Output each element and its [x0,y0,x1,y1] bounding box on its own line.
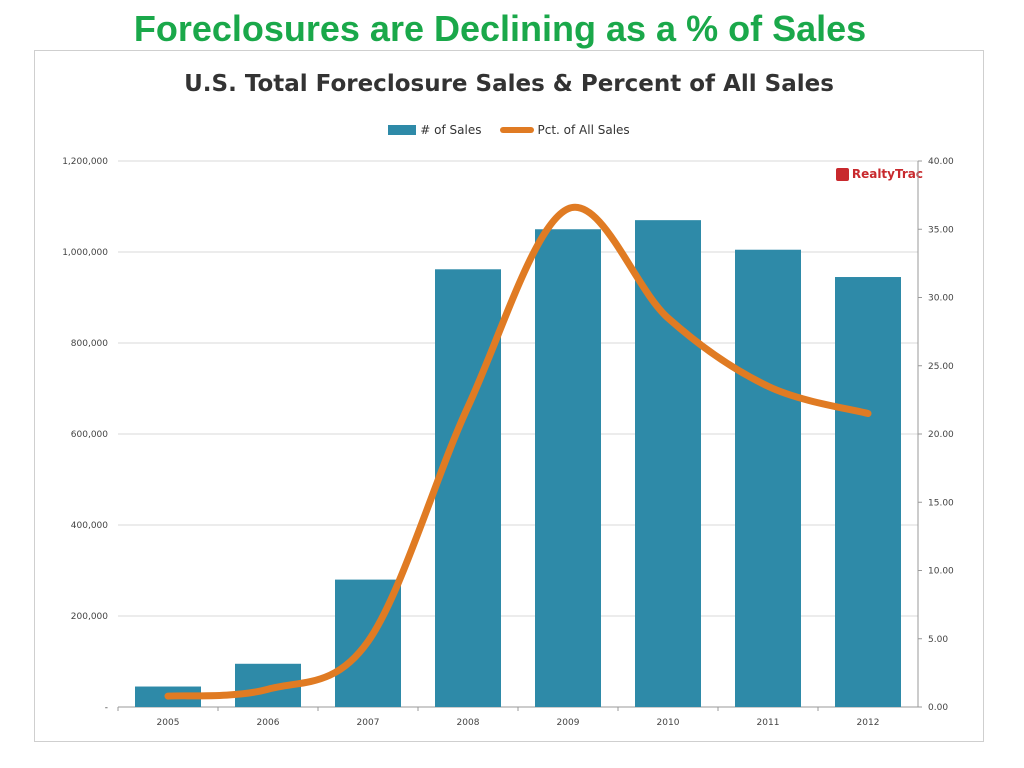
chart-frame: U.S. Total Foreclosure Sales & Percent o… [34,50,984,742]
x-tick-label: 2012 [857,718,880,728]
legend-item-sales: # of Sales [388,123,482,137]
y-right-tick-label: 25.00 [928,362,954,372]
bar [435,269,501,707]
chart-title: U.S. Total Foreclosure Sales & Percent o… [184,71,834,97]
slide-title: Foreclosures are Declining as a % of Sal… [133,8,867,49]
bar [535,229,601,707]
legend-label-pct: Pct. of All Sales [537,123,630,137]
y-left-tick-label: 1,200,000 [62,157,108,167]
y-right-tick-label: 40.00 [928,157,954,167]
y-right-tick-label: 0.00 [928,703,948,713]
y-right-tick-label: 10.00 [928,567,954,577]
x-tick-label: 2009 [557,718,580,728]
logo-text: RealtyTrac [851,167,923,181]
y-left-tick-label: 800,000 [71,339,108,349]
x-tick-label: 2011 [757,718,780,728]
x-tick-label: 2010 [657,718,680,728]
realtytrac-logo: RealtyTrac [835,167,923,181]
y-left-tick-label: 1,000,000 [62,248,108,258]
chart-legend: # of Sales Pct. of All Sales [35,123,983,137]
legend-label-sales: # of Sales [420,123,482,137]
house-icon [835,167,849,181]
y-left-tick-label: 200,000 [71,612,108,622]
pct-line [164,203,872,700]
legend-item-pct: Pct. of All Sales [499,123,630,137]
y-right-tick-label: 20.00 [928,430,954,440]
bar [835,277,901,707]
x-tick-label: 2006 [257,718,280,728]
y-right-tick-label: 30.00 [928,294,954,304]
y-right-tick-label: 5.00 [928,635,948,645]
legend-bar-swatch [388,125,417,135]
y-right-tick-label: 15.00 [928,498,954,508]
y-right-tick-label: 35.00 [928,225,954,235]
bar [735,249,801,707]
y-left-tick-label: 400,000 [71,521,108,531]
bar [635,220,701,707]
y-left-tick-label: 600,000 [71,430,108,440]
x-tick-label: 2005 [157,718,180,728]
chart-plot: - 200,000 400,000 600,000 800,000 1,000,000 1,… [62,157,954,728]
y-left-tick-label: - [105,703,108,713]
x-tick-label: 2008 [457,718,480,728]
legend-line-swatch [499,127,534,133]
x-tick-label: 2007 [357,718,380,728]
